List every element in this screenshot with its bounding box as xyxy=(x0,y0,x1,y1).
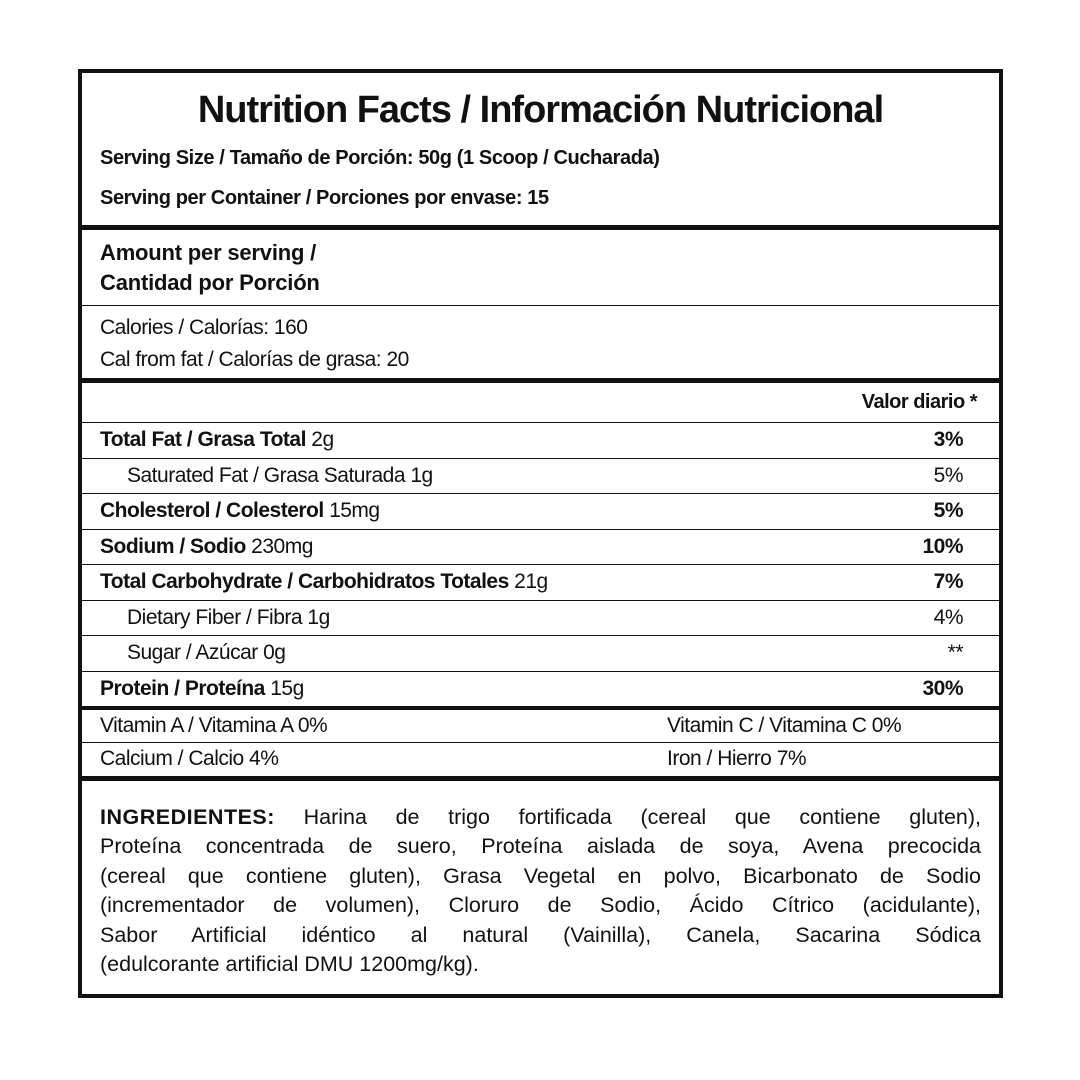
nutrient-amount: 1g xyxy=(410,463,433,487)
nutrient-name: Saturated Fat / Grasa Saturada xyxy=(127,463,406,487)
ingredients-line: (incrementador de volumen), Cloruro de S… xyxy=(100,891,981,921)
ingredients: INGREDIENTES: Harina de trigo fortificad… xyxy=(82,781,999,980)
header: Nutrition Facts / Información Nutriciona… xyxy=(82,73,999,230)
amount-section: Amount per serving / Cantidad por Porció… xyxy=(82,230,999,306)
amount-heading: Amount per serving / xyxy=(100,240,317,265)
nutrient-row: Saturated Fat / Grasa Saturada 1g 5% xyxy=(82,459,999,494)
nutrient-name: Cholesterol / Colesterol xyxy=(100,499,324,523)
nutrient-amount: 15g xyxy=(270,676,304,700)
nutrients: Total Fat / Grasa Total 2g 3% Saturated Fa… xyxy=(82,423,999,710)
nutrient-label: Saturated Fat / Grasa Saturada 1g xyxy=(100,464,433,488)
daily-value: 3% xyxy=(933,428,964,452)
nutrient-amount: 1g xyxy=(307,605,330,629)
daily-value: 7% xyxy=(933,570,964,594)
daily-value: 5% xyxy=(933,499,964,523)
calories: Calories / Calorías: 160 xyxy=(100,316,308,339)
nutrient-label: Sugar / Azúcar 0g xyxy=(100,641,286,665)
daily-value-heading: Valor diario * xyxy=(82,383,999,423)
nutrient-row: Dietary Fiber / Fibra 1g 4% xyxy=(82,601,999,636)
vitamin: Vitamin C / Vitamina C 0% xyxy=(667,713,902,737)
serving-size: Serving Size / Tamaño de Porción: 50g (1… xyxy=(100,147,660,169)
nutrient-label: Total Carbohydrate / Carbohidratos Total… xyxy=(100,570,548,594)
daily-value-label: Valor diario * xyxy=(861,391,978,413)
nutrient-row: Sodium / Sodio 230mg 10% xyxy=(82,530,999,565)
daily-value: 4% xyxy=(933,605,964,629)
nutrient-name: Sugar / Azúcar xyxy=(127,641,258,665)
ingredients-line: INGREDIENTES: Harina de trigo fortificad… xyxy=(100,803,981,833)
nutrient-name: Protein / Proteína xyxy=(100,676,265,700)
nutrient-row: Total Fat / Grasa Total 2g 3% xyxy=(82,423,999,459)
amount-heading: Cantidad por Porción xyxy=(100,270,320,295)
nutrient-label: Cholesterol / Colesterol 15mg xyxy=(100,499,380,523)
nutrient-amount: 21g xyxy=(514,570,548,594)
daily-value: 10% xyxy=(922,534,963,558)
calories-section: Calories / Calorías: 160 Cal from fat / … xyxy=(82,306,999,383)
nutrition-label: Nutrition Facts / Información Nutriciona… xyxy=(78,69,1003,998)
ingredients-line: (edulcorante artificial DMU 1200mg/kg). xyxy=(100,950,981,980)
nutrient-name: Total Fat / Grasa Total xyxy=(100,428,306,452)
nutrient-row: Sugar / Azúcar 0g ** xyxy=(82,636,999,672)
vitamin: Iron / Hierro 7% xyxy=(667,747,807,770)
nutrient-row: Protein / Proteína 15g 30% xyxy=(82,672,999,710)
title: Nutrition Facts / Información Nutriciona… xyxy=(197,89,884,131)
nutrient-label: Dietary Fiber / Fibra 1g xyxy=(100,606,330,630)
ingredients-text: (cereal que contiene gluten), Grasa Vege… xyxy=(100,863,981,888)
ingredients-text: Sabor Artificial idéntico al natural (Va… xyxy=(100,922,981,947)
nutrient-label: Total Fat / Grasa Total 2g xyxy=(100,428,334,452)
ingredients-text: (incrementador de volumen), Cloruro de S… xyxy=(100,893,981,917)
daily-value: 30% xyxy=(922,676,963,700)
nutrient-amount: 2g xyxy=(311,428,334,452)
ingredients-line: Sabor Artificial idéntico al natural (Va… xyxy=(100,921,981,951)
nutrient-amount: 0g xyxy=(263,641,286,665)
vitamins: Vitamin A / Vitamina A 0% Vitamin C / Vit… xyxy=(82,710,999,781)
vitamin-row: Vitamin A / Vitamina A 0% Vitamin C / Vit… xyxy=(82,710,999,743)
servings-per-container: Serving per Container / Porciones por en… xyxy=(100,187,549,209)
ingredients-text: Proteína concentrada de suero, Proteína … xyxy=(100,834,981,858)
nutrient-name: Sodium / Sodio xyxy=(100,534,246,558)
nutrient-label: Protein / Proteína 15g xyxy=(100,677,304,701)
nutrient-amount: 15mg xyxy=(329,499,380,523)
daily-value: 5% xyxy=(933,463,964,487)
vitamin: Vitamin A / Vitamina A 0% xyxy=(100,713,328,737)
calories-from-fat: Cal from fat / Calorías de grasa: 20 xyxy=(100,348,409,371)
ingredients-line: Proteína concentrada de suero, Proteína … xyxy=(100,832,981,862)
vitamin: Calcium / Calcio 4% xyxy=(100,747,279,770)
nutrient-row: Total Carbohydrate / Carbohidratos Total… xyxy=(82,565,999,601)
ingredients-text: (edulcorante artificial DMU 1200mg/kg). xyxy=(100,952,479,976)
ingredients-line: (cereal que contiene gluten), Grasa Vege… xyxy=(100,862,981,892)
daily-value: ** xyxy=(947,641,964,665)
nutrient-name: Dietary Fiber / Fibra xyxy=(127,605,303,629)
nutrient-row: Cholesterol / Colesterol 15mg 5% xyxy=(82,494,999,530)
ingredients-text: Harina de trigo fortificada (cereal que … xyxy=(303,804,981,829)
nutrient-amount: 230mg xyxy=(251,534,313,558)
ingredients-label: INGREDIENTES: xyxy=(100,804,275,829)
nutrient-name: Total Carbohydrate / Carbohidratos Total… xyxy=(100,570,509,594)
vitamin-row: Calcium / Calcio 4% Iron / Hierro 7% xyxy=(82,743,999,781)
nutrient-label: Sodium / Sodio 230mg xyxy=(100,535,313,559)
